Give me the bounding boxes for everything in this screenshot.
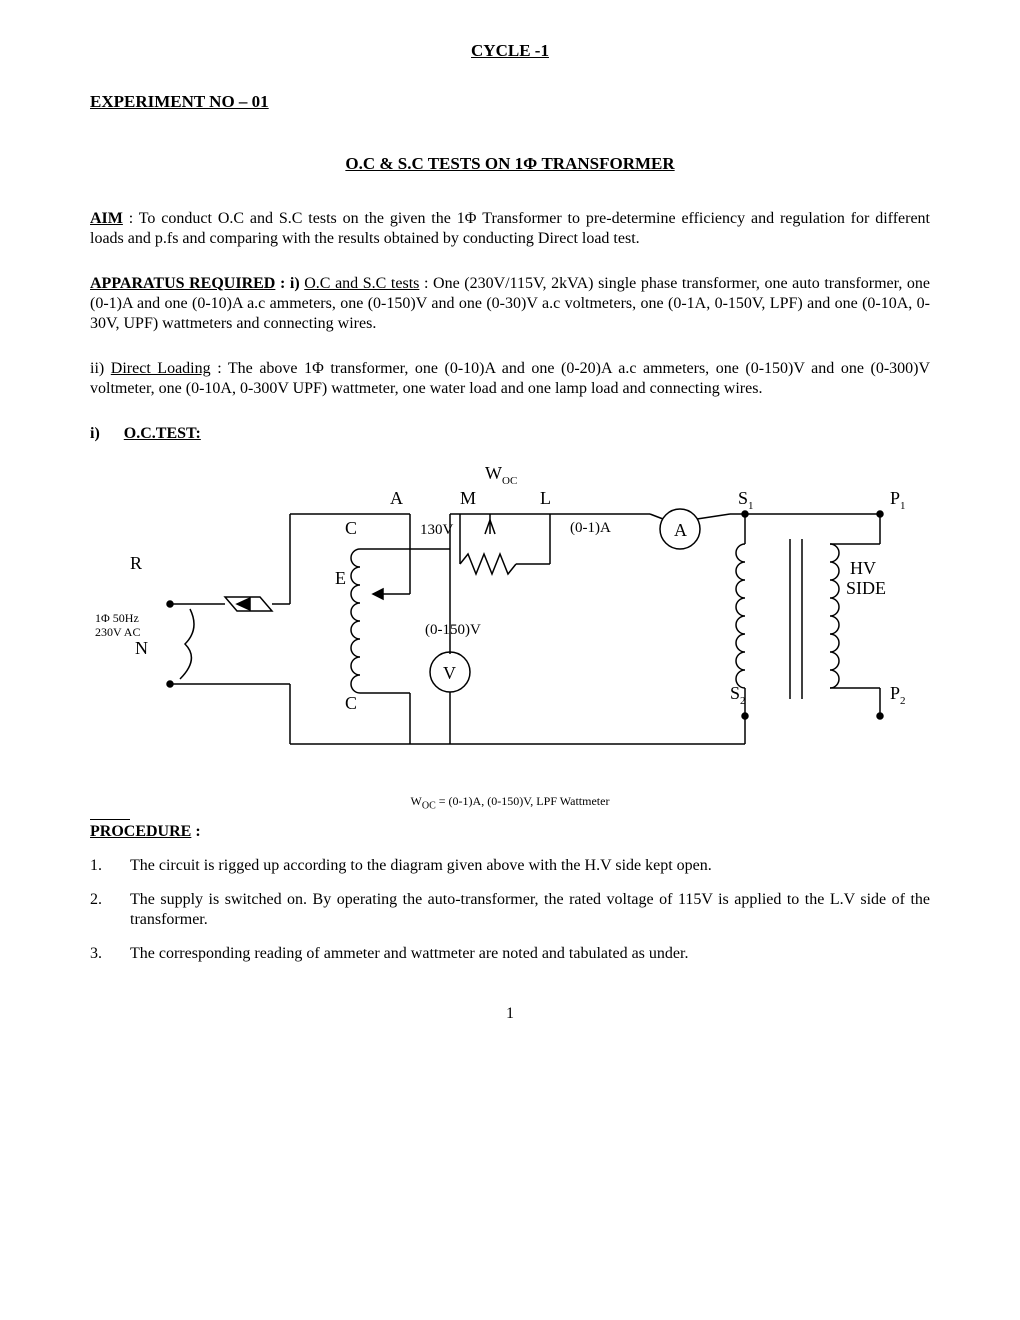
apparatus-label: APPARATUS REQUIRED	[90, 275, 275, 292]
label-a: A	[390, 488, 403, 508]
label-r: R	[130, 553, 142, 573]
apparatus-text2: : The above 1Φ transformer, one (0-10)A …	[90, 360, 930, 397]
label-woc: WOC	[485, 463, 517, 487]
label-c-top: C	[345, 518, 357, 538]
label-l: L	[540, 488, 551, 508]
procedure-heading: PROCEDURE :	[90, 822, 930, 842]
procedure-rule	[90, 819, 130, 820]
procedure-num: 1.	[90, 856, 130, 876]
apparatus-sub2: Direct Loading	[111, 360, 211, 377]
page-number: 1	[90, 1004, 930, 1024]
procedure-text: The corresponding reading of ammeter and…	[130, 944, 930, 964]
label-hv1: HV	[850, 558, 876, 578]
oc-test-heading: i) O.C.TEST:	[90, 424, 930, 444]
apparatus-colon: : i)	[275, 275, 304, 292]
label-p2: P2	[890, 683, 906, 707]
apparatus-paragraph-1: APPARATUS REQUIRED : i) O.C and S.C test…	[90, 274, 930, 334]
label-hv2: SIDE	[846, 578, 886, 598]
procedure-item: 2. The supply is switched on. By operati…	[90, 890, 930, 930]
procedure-label: PROCEDURE	[90, 823, 191, 840]
cycle-title: CYCLE -1	[90, 40, 930, 61]
label-e: E	[335, 568, 346, 588]
apparatus-sub1: O.C and S.C tests	[304, 275, 419, 292]
oc-i: i)	[90, 425, 100, 442]
procedure-colon: :	[191, 823, 200, 840]
label-p1: P1	[890, 488, 906, 512]
procedure-text: The supply is switched on. By operating …	[130, 890, 930, 930]
apparatus-paragraph-2: ii) Direct Loading : The above 1Φ transf…	[90, 359, 930, 399]
procedure-num: 3.	[90, 944, 130, 964]
label-0150v: (0-150)V	[425, 622, 481, 638]
aim-text: : To conduct O.C and S.C tests on the gi…	[90, 210, 930, 247]
apparatus-sub2-prefix: ii)	[90, 360, 111, 377]
label-n: N	[135, 638, 148, 658]
procedure-num: 2.	[90, 890, 130, 930]
procedure-item: 3. The corresponding reading of ammeter …	[90, 944, 930, 964]
label-ammeter: A	[674, 520, 687, 540]
label-src1: 1Φ 50Hz	[95, 611, 139, 625]
label-s1: S1	[738, 488, 754, 512]
label-01a: (0-1)A	[570, 520, 611, 536]
experiment-number: EXPERIMENT NO – 01	[90, 91, 930, 112]
label-s2: S2	[730, 683, 746, 707]
woc-note: WOC = (0-1)A, (0-150)V, LPF Wattmeter	[90, 794, 930, 813]
procedure-item: 1. The circuit is rigged up according to…	[90, 856, 930, 876]
label-130v: 130V	[420, 522, 454, 538]
label-src2: 230V AC	[95, 625, 140, 639]
aim-label: AIM	[90, 210, 123, 227]
label-voltmeter: V	[443, 663, 456, 683]
label-c-bot: C	[345, 693, 357, 713]
experiment-title: O.C & S.C TESTS ON 1Φ TRANSFORMER	[90, 153, 930, 174]
oc-test-circuit-diagram: WOC A M L S1 P1 P2 S2 R N C C E 130V (0-…	[90, 454, 930, 764]
oc-label: O.C.TEST:	[124, 425, 201, 442]
procedure-text: The circuit is rigged up according to th…	[130, 856, 930, 876]
circuit-svg: WOC A M L S1 P1 P2 S2 R N C C E 130V (0-…	[90, 454, 930, 764]
aim-paragraph: AIM : To conduct O.C and S.C tests on th…	[90, 209, 930, 249]
label-m: M	[460, 488, 476, 508]
